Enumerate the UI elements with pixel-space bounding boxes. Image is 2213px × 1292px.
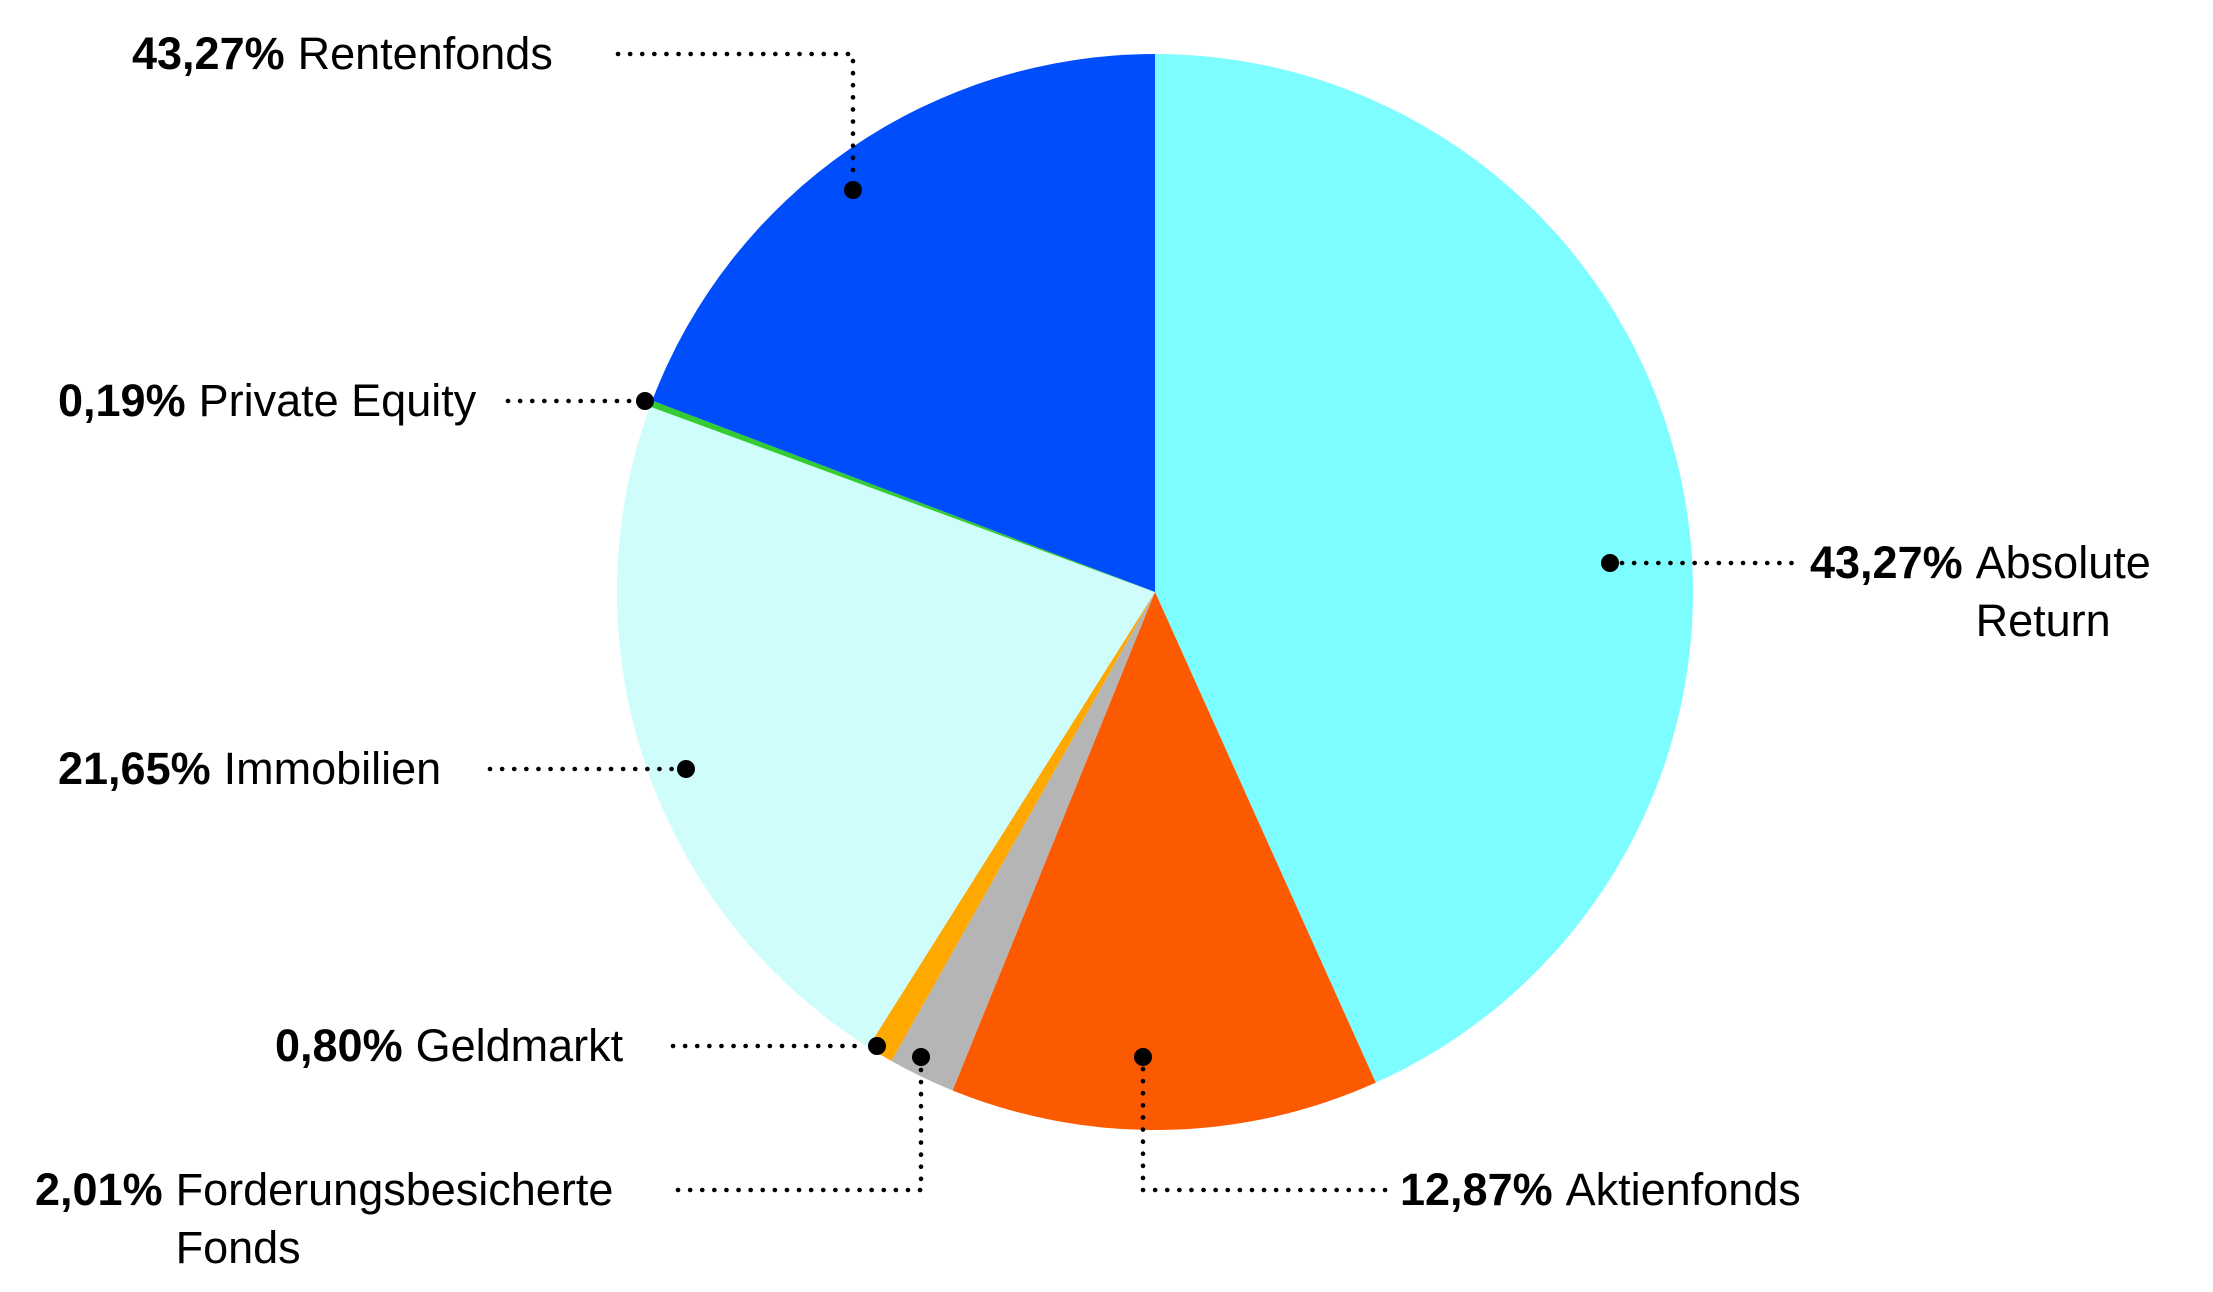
label-absolute-return: 43,27% Absolute Return <box>1810 534 2176 650</box>
leader-dot-private-equity <box>636 392 654 410</box>
label-forderungsbesicherte-fonds-percent: 2,01% <box>35 1164 163 1215</box>
leader-line-aktienfonds <box>1140 1066 1391 1193</box>
slice-aktienfonds <box>952 592 1376 1130</box>
leader-lines <box>487 51 1798 1193</box>
slice-absolute-return <box>1155 54 1693 1083</box>
label-absolute-return-name: Absolute Return <box>1975 537 2151 646</box>
leader-dot-absolute-return <box>1601 554 1619 572</box>
leader-dot-rentenfonds <box>844 181 862 199</box>
label-aktienfonds-name: Aktienfonds <box>1565 1164 1801 1215</box>
slice-immobilien <box>616 406 1155 1048</box>
leader-dot-geldmarkt <box>868 1037 886 1055</box>
leader-line-forderungsbesicherte-fonds <box>675 1066 924 1193</box>
leader-line-rentenfonds <box>615 51 856 181</box>
label-geldmarkt-percent: 0,80% <box>275 1020 403 1071</box>
pie-slices <box>616 53 1693 1130</box>
label-rentenfonds-name: Rentenfonds <box>297 28 553 79</box>
label-private-equity: 0,19% Private Equity <box>58 372 476 430</box>
label-absolute-return-percent: 43,27% <box>1810 537 1963 588</box>
label-geldmarkt-name: Geldmarkt <box>415 1020 624 1071</box>
slice-private-equity <box>649 400 1155 592</box>
leader-dot-forderungsbesicherte-fonds <box>912 1048 930 1066</box>
label-rentenfonds: 43,27% Rentenfonds <box>132 25 553 83</box>
label-immobilien: 21,65% Immobilien <box>58 740 441 798</box>
label-private-equity-name: Private Equity <box>198 375 477 426</box>
label-aktienfonds-percent: 12,87% <box>1400 1164 1553 1215</box>
label-forderungsbesicherte-fonds-name: Forderungsbesicherte Fonds <box>175 1164 614 1273</box>
label-geldmarkt: 0,80% Geldmarkt <box>275 1017 623 1075</box>
label-immobilien-percent: 21,65% <box>58 743 211 794</box>
label-forderungsbesicherte-fonds: 2,01% Forderungsbesicherte Fonds <box>35 1161 706 1277</box>
leader-dot-immobilien <box>677 760 695 778</box>
slice-rentenfonds <box>652 53 1155 592</box>
label-immobilien-name: Immobilien <box>223 743 442 794</box>
slice-geldmarkt <box>868 592 1155 1061</box>
label-rentenfonds-percent: 43,27% <box>132 28 285 79</box>
leader-dot-aktienfonds <box>1134 1048 1152 1066</box>
label-private-equity-percent: 0,19% <box>58 375 186 426</box>
label-aktienfonds: 12,87% Aktienfonds <box>1400 1161 1801 1219</box>
slice-forderungsbesicherte-fonds <box>891 592 1155 1091</box>
